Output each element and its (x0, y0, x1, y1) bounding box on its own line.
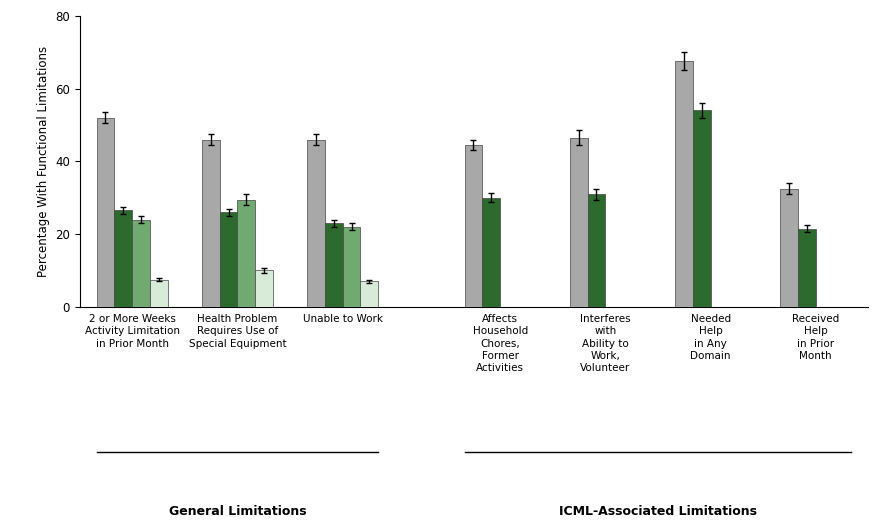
Bar (693, 111, 711, 307)
Y-axis label: Percentage With Functional Limitations: Percentage With Functional Limitations (36, 46, 50, 277)
Bar (151, 279, 168, 307)
Bar (114, 211, 132, 307)
Bar (780, 189, 797, 307)
Bar (675, 61, 693, 307)
Text: ICML-Associated Limitations: ICML-Associated Limitations (559, 505, 757, 518)
Bar (324, 223, 343, 307)
Bar (570, 138, 587, 307)
Bar (307, 140, 324, 307)
Bar (255, 270, 273, 307)
Bar (132, 220, 151, 307)
Bar (97, 117, 114, 307)
Bar (482, 198, 501, 307)
Bar (220, 212, 237, 307)
Bar (464, 145, 482, 307)
Bar (587, 194, 605, 307)
Bar (237, 199, 255, 307)
Text: General Limitations: General Limitations (168, 505, 307, 518)
Bar (343, 227, 361, 307)
Bar (797, 229, 816, 307)
Bar (361, 281, 378, 307)
Bar (202, 140, 220, 307)
